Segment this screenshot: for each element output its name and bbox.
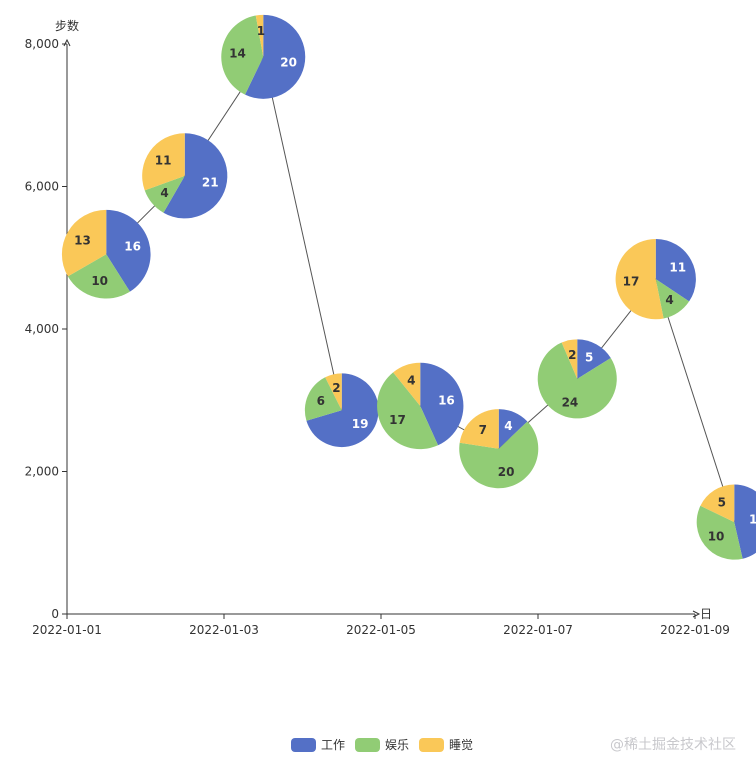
pie-slice-label: 11 (155, 154, 172, 168)
legend-label: 娱乐 (385, 738, 409, 752)
pie-slice (144, 175, 185, 213)
pie-slice-label: 19 (352, 417, 369, 431)
pie-slice (561, 339, 578, 379)
pie-slice (67, 254, 130, 299)
pie-markers: 1610132141120141196216174420752421141713… (61, 14, 756, 560)
legend-label: 工作 (321, 738, 345, 752)
pie-slice (655, 238, 696, 302)
pie-slice (700, 484, 735, 523)
pie-slice-label: 7 (479, 423, 487, 437)
axes: 0 2,000 4,000 6,000 8,000 2022-01-01 2022-01-0… (25, 37, 730, 637)
legend-swatch (291, 738, 316, 752)
pie-slice-label: 4 (504, 419, 512, 433)
pie-slice-label: 17 (623, 275, 640, 289)
pie-slice (377, 372, 439, 450)
x-tick-label: 2022-01-05 (346, 623, 416, 637)
y-tick-label: 2,000 (25, 465, 59, 479)
pie-slice (106, 209, 151, 292)
x-tick-label: 2022-01-01 (32, 623, 102, 637)
pie-slice (255, 14, 264, 57)
pie-slice (221, 15, 264, 95)
pie-slice-label: 10 (91, 274, 108, 288)
pie-slice (245, 14, 306, 99)
pie-slice-label: 17 (389, 413, 406, 427)
pie-slice-label: 5 (585, 350, 593, 364)
x-tick-label: 2022-01-09 (660, 623, 730, 637)
pie-slice (498, 409, 528, 449)
pie-marker: 21 4 11 (142, 133, 228, 219)
legend-label: 睡觉 (449, 738, 473, 752)
pie-slice-label: 14 (229, 46, 246, 60)
legend-swatch (419, 738, 444, 752)
y-tick-label: 6,000 (25, 180, 59, 194)
y-axis-title: 步数 (55, 18, 79, 33)
pie-marker: 4 20 7 (459, 409, 539, 489)
pie-slice-label: 5 (718, 495, 726, 509)
pie-slice-label: 21 (202, 176, 219, 190)
pie-slice-label: 20 (280, 56, 297, 70)
pie-slice-label: 16 (438, 393, 455, 407)
x-tick-label: 2022-01-07 (503, 623, 573, 637)
pie-slice (577, 339, 611, 379)
pie-slice-label: 2 (568, 348, 576, 362)
pie-slice (420, 362, 464, 446)
pie-slice-label: 10 (708, 530, 725, 544)
pie-slice-label: 1 (257, 24, 265, 38)
pie-slice-label: 16 (124, 240, 141, 254)
pie-marker: 5 24 2 (537, 339, 617, 419)
pie-slice (163, 133, 228, 219)
legend-swatch (355, 738, 380, 752)
pie-marker: 11 4 17 (615, 238, 696, 320)
pie-slice-label: 4 (160, 186, 168, 200)
pie-marker: 13 10 5 (696, 484, 756, 560)
pie-slice (615, 238, 664, 320)
pie-slice (306, 373, 379, 448)
pie-slice (325, 373, 342, 411)
pie-slice-label: 24 (562, 395, 579, 409)
x-axis-title: 日 (700, 607, 712, 621)
pie-marker: 16 17 4 (377, 362, 464, 450)
pie-slice-label: 4 (665, 293, 673, 307)
pie-slice (393, 362, 421, 406)
legend-item[interactable]: 工作 (291, 738, 345, 752)
pie-slice-label: 4 (407, 374, 415, 388)
y-tick-label: 4,000 (25, 322, 59, 336)
pie-slice (537, 342, 617, 419)
y-tick-label: 0 (51, 607, 59, 621)
watermark-text: @稀土掘金技术社区 (610, 737, 736, 753)
legend[interactable]: 工作 娱乐 睡觉 (291, 738, 473, 752)
pie-slice-label: 13 (74, 233, 91, 247)
pie-slice (459, 409, 499, 449)
pie-slice-label: 20 (498, 465, 515, 479)
pie-slice (734, 484, 756, 559)
pie-slice-label: 11 (669, 260, 686, 274)
x-tick-label: 2022-01-03 (189, 623, 259, 637)
pie-slice-label: 6 (317, 394, 325, 408)
pie-slice (655, 279, 690, 319)
pie-slice (61, 209, 107, 277)
pie-slice (142, 133, 185, 191)
pie-slice (304, 377, 342, 421)
legend-item[interactable]: 睡觉 (419, 738, 473, 752)
pie-slice (459, 421, 539, 489)
legend-item[interactable]: 娱乐 (355, 738, 409, 752)
pie-slice (696, 505, 743, 560)
pie-marker: 16 10 13 (61, 209, 151, 299)
pie-slice-label: 13 (749, 512, 756, 526)
pie-slice-label: 2 (332, 381, 340, 395)
y-tick-label: 8,000 (25, 37, 59, 51)
pie-marker: 20 14 1 (221, 14, 306, 99)
